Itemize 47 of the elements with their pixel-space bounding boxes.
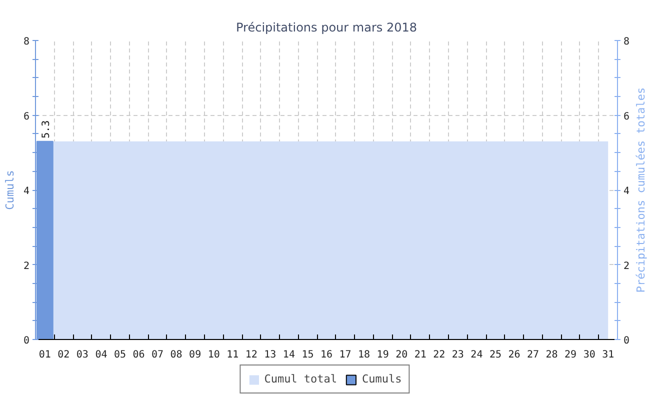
- x-tick-label: 01: [38, 350, 51, 360]
- x-tick-label: 21: [414, 350, 426, 360]
- x-tick-label: 29: [564, 350, 577, 360]
- y2-tick-label: 4: [624, 186, 630, 197]
- y-tick-label: 8: [23, 36, 30, 48]
- x-tick-label: 19: [376, 350, 389, 360]
- x-tick-label: 10: [208, 350, 220, 360]
- x-tick-label: 14: [282, 350, 295, 360]
- x-tick-label: 17: [339, 350, 352, 360]
- x-tick-label: 27: [526, 350, 540, 360]
- x-tick-label: 15: [302, 350, 314, 360]
- data-label: 5.3: [40, 120, 52, 138]
- legend-label: Cumuls: [362, 372, 402, 386]
- x-tick-label: 16: [320, 350, 333, 360]
- y2-tick-label: 8: [624, 36, 630, 48]
- x-tick-label: 06: [132, 350, 145, 360]
- x-tick-label: 30: [583, 350, 596, 360]
- y-tick-label: 2: [23, 260, 30, 272]
- y2-tick-label: 6: [624, 111, 630, 122]
- y-tick-label: 0: [23, 336, 30, 346]
- x-tick-label: 08: [170, 350, 182, 360]
- x-tick-label: 26: [508, 350, 520, 360]
- x-tick-label: 31: [602, 350, 614, 360]
- x-tick-label: 12: [245, 350, 258, 360]
- x-tick-label: 18: [358, 350, 370, 360]
- chart-title: Précipitations pour mars 2018: [236, 20, 417, 34]
- y-axis-title: Cumuls: [3, 170, 16, 210]
- x-tick-label: 25: [489, 350, 502, 360]
- y2-axis-title: Précipitations cumulées totales: [634, 87, 648, 293]
- x-tick-label: 23: [452, 350, 464, 360]
- x-tick-label: 22: [433, 350, 446, 360]
- x-tick-label: 09: [189, 350, 202, 360]
- legend-label: Cumul total: [264, 372, 338, 386]
- x-tick-label: 28: [546, 350, 558, 360]
- x-tick-label: 02: [58, 350, 70, 360]
- y-tick-label: 4: [23, 186, 30, 197]
- x-tick-label: 05: [114, 350, 126, 360]
- x-tick-label: 11: [226, 350, 239, 360]
- y2-tick-label: 2: [624, 260, 630, 272]
- y-tick-label: 6: [23, 111, 30, 122]
- y2-tick-label: 0: [624, 336, 630, 346]
- x-tick-label: 03: [76, 350, 88, 360]
- x-tick-label: 13: [264, 350, 276, 360]
- x-tick-label: 04: [95, 350, 108, 360]
- x-tick-label: 07: [152, 350, 164, 360]
- x-tick-label: 24: [470, 350, 483, 360]
- x-tick-label: 20: [396, 350, 408, 360]
